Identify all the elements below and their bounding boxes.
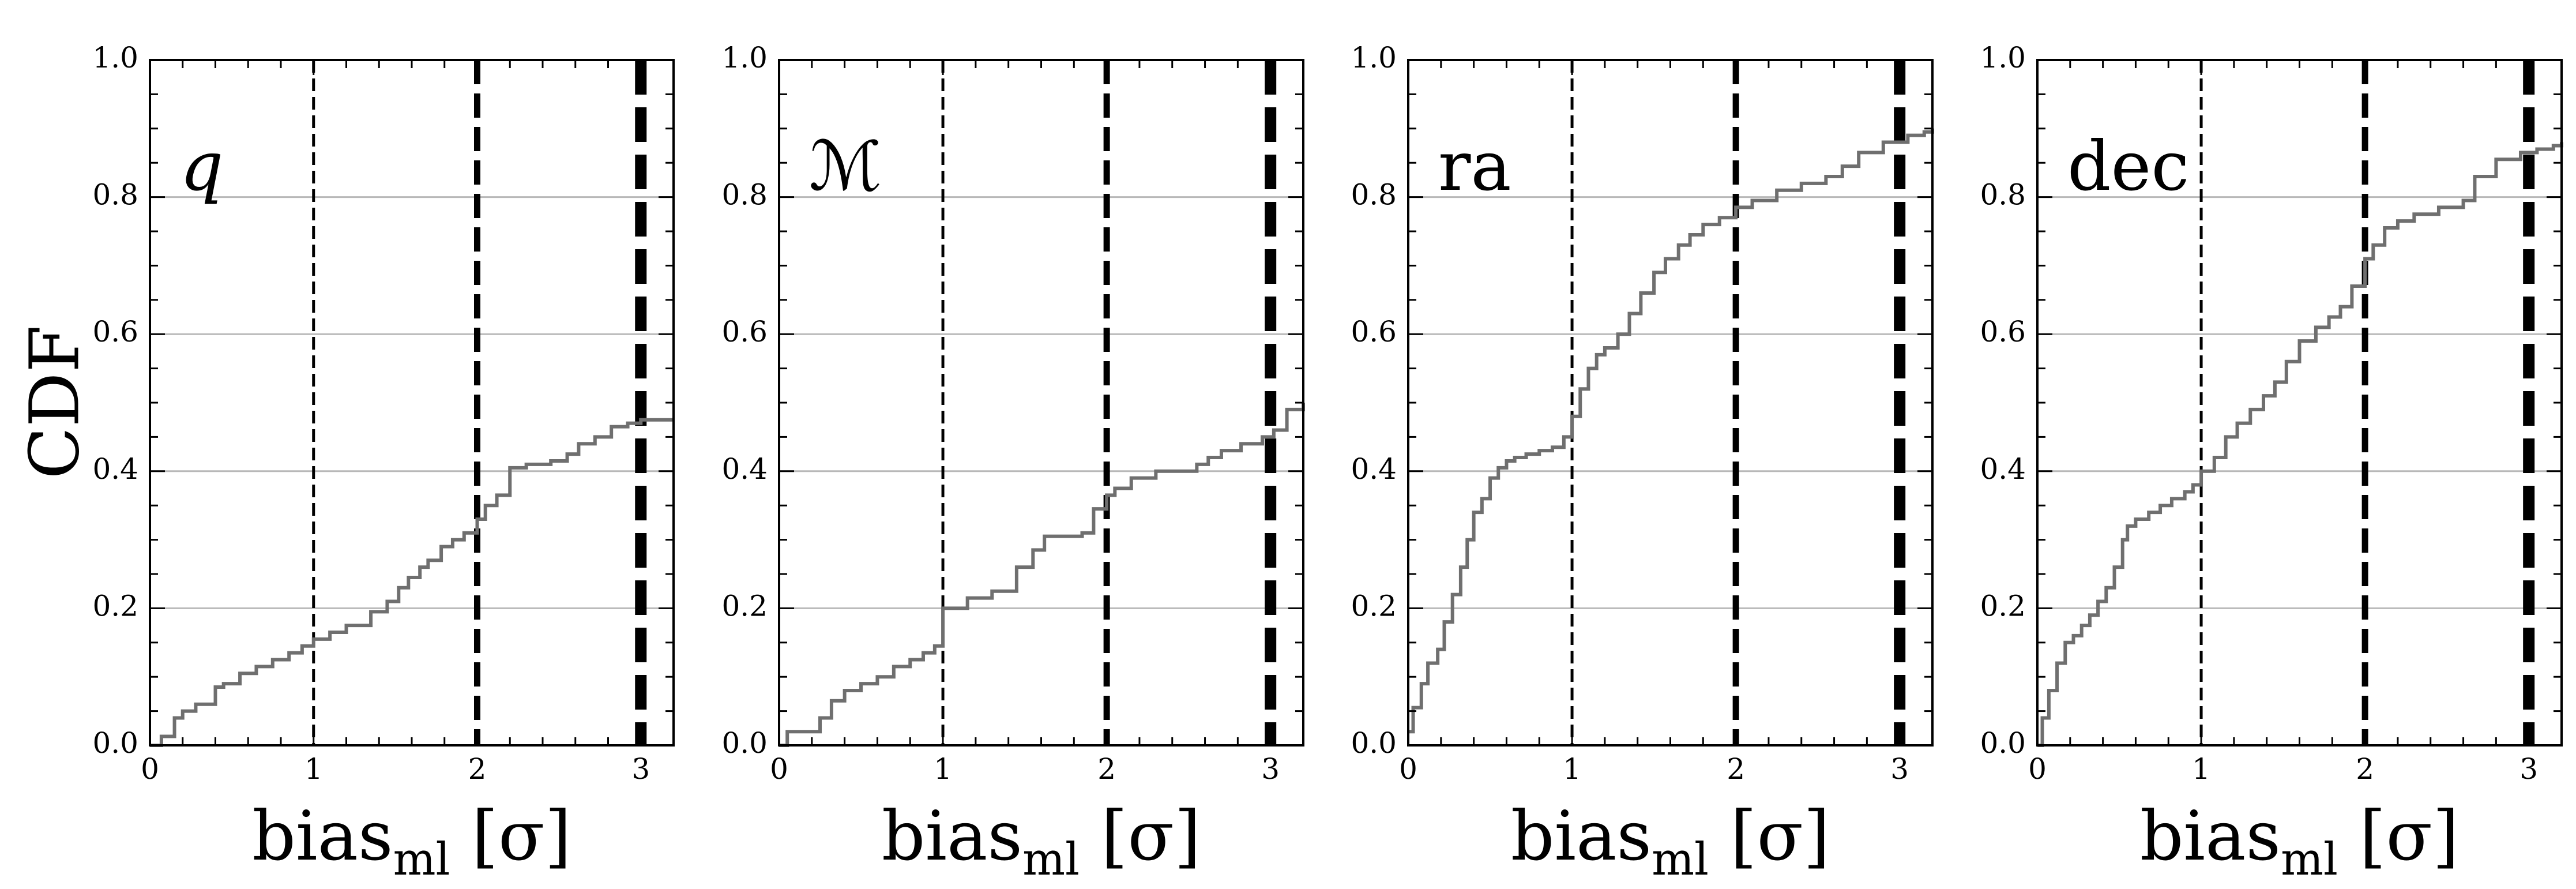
panel-3: 0 1 2 3 0.0 0.2 0.4 0.6 0.8 1.0 ra biasml [σ] <box>1351 41 1934 886</box>
panel-label: q <box>180 126 224 206</box>
x-tick-label: 1 <box>1563 752 1581 786</box>
x-axis-label-subscript: ml <box>2281 834 2338 886</box>
y-tick-label: 0.0 <box>92 726 138 760</box>
y-tick-label: 0.6 <box>1980 315 2026 348</box>
cdf-step-line <box>1408 128 1934 734</box>
x-tick-label: 3 <box>1890 752 1909 786</box>
y-tick-label: 0.0 <box>721 726 768 760</box>
x-axis-label-main: bias <box>2140 796 2281 876</box>
panel-1: 0 1 2 3 0.0 0.2 0.4 0.6 0.8 1.0 q biasml [σ] <box>92 41 675 886</box>
x-tick-label: 0 <box>770 752 788 786</box>
x-tick-label: 1 <box>304 752 323 786</box>
x-axis-label-subscript: ml <box>1652 834 1709 886</box>
x-axis-label: biasml [σ] <box>252 796 571 886</box>
x-axis-label-main: bias <box>882 796 1022 876</box>
y-tick-label: 0.2 <box>1351 589 1397 622</box>
x-axis-label-subscript: ml <box>1022 834 1080 886</box>
x-axis-label-subscript: ml <box>393 834 450 886</box>
x-tick-label: 1 <box>934 752 952 786</box>
y-tick-label: 0.4 <box>92 452 138 486</box>
x-tick-label: 3 <box>2519 752 2538 786</box>
cdf-step-line <box>150 418 674 747</box>
x-tick-label: 0 <box>2028 752 2047 786</box>
x-axis-label-unit: [σ] <box>2338 796 2459 876</box>
cdf-step-line <box>779 403 1305 747</box>
y-tick-label: 0.6 <box>721 315 768 348</box>
panel-label: dec <box>2067 126 2189 206</box>
x-axis-label-unit: [σ] <box>450 796 571 876</box>
x-tick-label: 1 <box>2192 752 2210 786</box>
x-tick-label: 3 <box>631 752 650 786</box>
y-tick-label: 1.0 <box>721 41 768 74</box>
x-axis-label: biasml [σ] <box>882 796 1201 886</box>
y-tick-label: 0.6 <box>1351 315 1397 348</box>
panel-label: ℳ <box>809 126 882 206</box>
y-tick-label: 0.8 <box>1980 178 2026 212</box>
x-axis-label: biasml [σ] <box>2140 796 2459 886</box>
y-tick-label: 0.8 <box>1351 178 1397 212</box>
x-tick-label: 2 <box>1097 752 1116 786</box>
x-tick-label: 2 <box>1727 752 1745 786</box>
x-axis-label-main: bias <box>252 796 393 876</box>
y-tick-label: 0.4 <box>721 452 768 486</box>
y-tick-label: 1.0 <box>1351 41 1397 74</box>
y-tick-label: 0.0 <box>1351 726 1397 760</box>
x-axis-label-main: bias <box>1511 796 1652 876</box>
y-tick-label: 0.0 <box>1980 726 2026 760</box>
x-axis-label: biasml [σ] <box>1511 796 1830 886</box>
y-tick-label: 0.2 <box>721 589 768 622</box>
x-tick-label: 0 <box>141 752 159 786</box>
x-tick-label: 2 <box>468 752 487 786</box>
x-axis-label-unit: [σ] <box>1709 796 1830 876</box>
x-tick-label: 2 <box>2356 752 2374 786</box>
panel-label: ra <box>1438 126 1511 206</box>
x-tick-label: 0 <box>1399 752 1417 786</box>
y-tick-label: 0.4 <box>1351 452 1397 486</box>
y-tick-label: 0.4 <box>1980 452 2026 486</box>
y-axis-label: CDF <box>15 325 95 479</box>
y-tick-label: 0.8 <box>721 178 768 212</box>
panel-4: 0 1 2 3 0.0 0.2 0.4 0.6 0.8 1.0 dec biasml [σ] <box>1980 41 2563 886</box>
y-tick-label: 0.2 <box>1980 589 2026 622</box>
y-tick-label: 0.2 <box>92 589 138 622</box>
y-tick-label: 1.0 <box>1980 41 2026 74</box>
x-axis-label-unit: [σ] <box>1080 796 1201 876</box>
cdf-step-line <box>2037 142 2563 747</box>
y-tick-label: 0.8 <box>92 178 138 212</box>
x-tick-label: 3 <box>1261 752 1280 786</box>
y-tick-label: 0.6 <box>92 315 138 348</box>
y-tick-label: 1.0 <box>92 41 138 74</box>
